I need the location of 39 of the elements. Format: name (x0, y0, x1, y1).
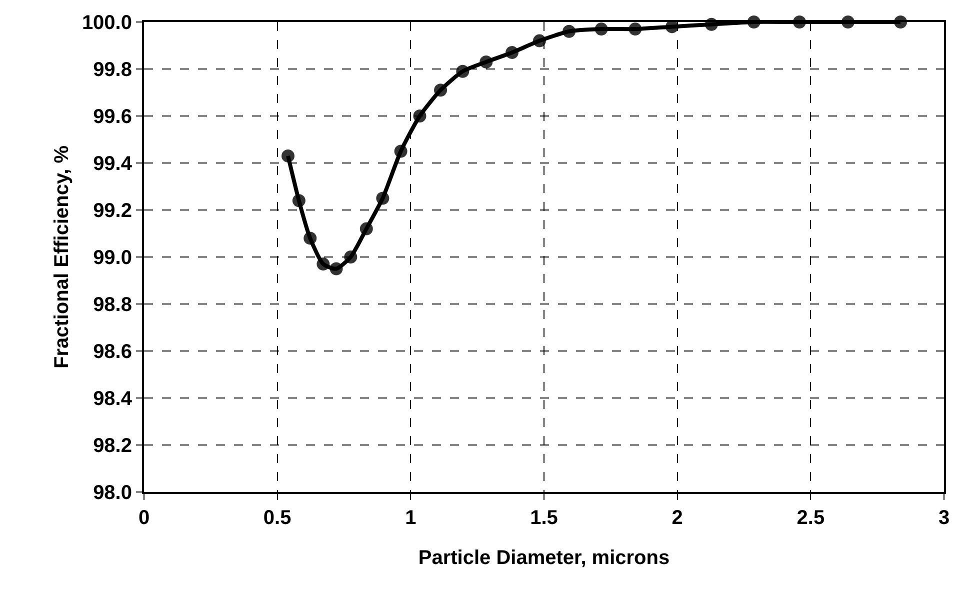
point (394, 144, 408, 158)
point (360, 222, 373, 236)
x-tick-label: 0.5 (263, 507, 292, 529)
point (506, 46, 518, 60)
point (562, 24, 576, 38)
y-tick-label: 98.4 (93, 388, 133, 410)
y-tick-label: 100.0 (82, 12, 132, 34)
x-tick-label: 3 (938, 507, 950, 529)
point (344, 250, 358, 264)
y-tick-label: 99.2 (93, 200, 132, 222)
x-tick-label: 2 (672, 507, 683, 529)
point (292, 194, 306, 208)
y-tick-label: 99.4 (93, 153, 133, 175)
y-tick-label: 98.8 (93, 294, 132, 316)
point (666, 20, 678, 34)
y-axis-title: Fractional Efficiency, % (50, 145, 73, 369)
point (434, 84, 448, 97)
point (282, 149, 294, 162)
x-axis-title: Particle Diameter, microns (418, 547, 670, 569)
y-tick-label: 99.0 (93, 247, 132, 269)
y-tick-label: 99.6 (93, 106, 132, 128)
point (594, 22, 608, 36)
x-tick-label: 2.5 (796, 507, 825, 529)
x-tick-label: 1 (405, 507, 416, 529)
point (628, 22, 642, 36)
point (330, 262, 343, 276)
point (304, 232, 317, 245)
point (413, 110, 426, 122)
x-tick-label: 1.5 (530, 507, 558, 529)
point (376, 192, 390, 205)
x-tick-label: 0 (138, 507, 150, 529)
y-tick-label: 98.0 (93, 482, 132, 504)
y-tick-label: 99.8 (93, 59, 132, 81)
point (532, 34, 546, 48)
point (316, 258, 330, 271)
point (480, 55, 493, 68)
point (456, 64, 470, 78)
y-tick-label: 98.2 (93, 435, 132, 457)
y-tick-label: 98.6 (93, 341, 132, 363)
